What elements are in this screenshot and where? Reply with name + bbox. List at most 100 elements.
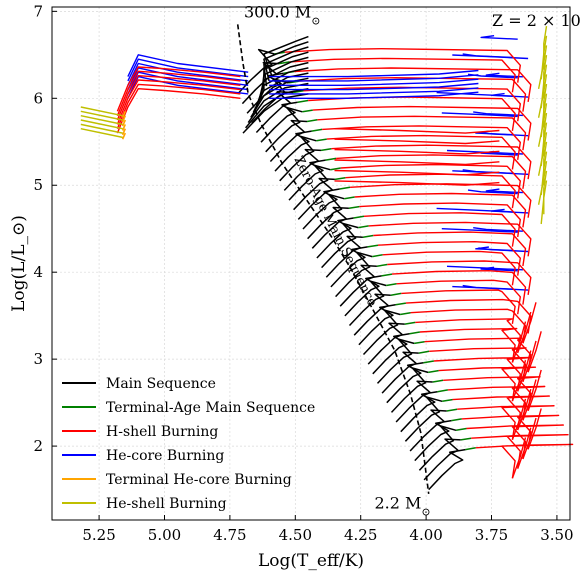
x-tick-label: 4.25	[344, 526, 377, 544]
main-sequence-track	[279, 135, 317, 182]
evolution-tracks	[80, 25, 574, 491]
h-shell-track	[334, 138, 500, 145]
tams-segment	[353, 215, 365, 219]
he-core-track	[441, 112, 518, 118]
main-sequence-track	[395, 380, 433, 423]
he-core-track	[127, 58, 249, 82]
h-shell-track	[511, 398, 527, 440]
y-tick-label: 4	[33, 263, 43, 281]
legend: Main Sequence Terminal-Age Main Sequence H…	[62, 376, 315, 512]
h-shell-track	[511, 437, 527, 479]
main-sequence-track	[297, 177, 335, 220]
tams-segment	[423, 360, 435, 364]
h-shell-track	[517, 350, 532, 392]
x-tick-label: 5.00	[148, 526, 181, 544]
h-shell-track	[363, 212, 516, 247]
h-shell-track	[527, 408, 542, 450]
main-sequence-track	[263, 35, 309, 76]
he-shell-track	[543, 141, 548, 186]
main-sequence-track	[428, 448, 466, 491]
x-tick-label: 4.50	[279, 526, 312, 544]
legend-label: Terminal He-core Burning	[106, 472, 292, 488]
h-shell-track	[116, 87, 241, 134]
he-shell-track	[80, 127, 123, 139]
h-shell-track	[517, 427, 532, 469]
he-core-track	[436, 91, 513, 97]
main-sequence-track	[263, 51, 309, 92]
he-core-track	[436, 207, 513, 213]
he-core-track	[269, 91, 479, 100]
h-shell-track	[334, 169, 500, 176]
main-sequence-track	[376, 338, 415, 384]
main-sequence-track	[274, 130, 312, 172]
tams-segment	[390, 292, 402, 296]
main-sequence-track	[255, 90, 294, 134]
terminal-he-core-segment	[121, 124, 127, 131]
h-shell-track	[387, 260, 532, 296]
h-shell-track	[294, 67, 532, 103]
tams-segment	[348, 205, 360, 210]
h-shell-track	[461, 414, 560, 450]
terminal-he-core-segment	[121, 128, 127, 136]
he-core-track	[467, 189, 518, 195]
tams-segment	[297, 99, 309, 103]
tams-segment	[316, 138, 327, 142]
tams-segment	[278, 61, 290, 65]
x-axis-title: Log(T_eff/K)	[258, 551, 364, 571]
main-sequence-track	[335, 251, 373, 298]
h-shell-track	[359, 202, 521, 238]
he-shell-track	[543, 54, 548, 99]
he-core-track	[485, 72, 523, 78]
main-sequence-track	[311, 206, 349, 249]
tams-segment	[339, 186, 351, 190]
tams-segment	[455, 427, 467, 432]
h-shell-track	[433, 356, 532, 392]
tams-segment	[395, 302, 407, 306]
x-tick-label: 3.50	[540, 526, 573, 544]
h-shell-track	[326, 134, 516, 170]
y-tick-label: 3	[33, 350, 43, 368]
legend-label: Terminal-Age Main Sequence	[106, 400, 315, 416]
he-shell-track	[543, 112, 548, 157]
h-shell-track	[116, 79, 241, 125]
h-shell-track	[447, 385, 546, 421]
tams-segment	[302, 109, 313, 113]
tams-segment	[372, 254, 383, 258]
y-tick-label: 7	[33, 2, 43, 20]
main-sequence-track	[321, 222, 359, 269]
main-sequence-track	[307, 193, 345, 240]
main-sequence-track	[372, 333, 410, 375]
he-core-track	[475, 246, 513, 252]
terminal-he-core-segment	[121, 132, 127, 140]
h-shell-track	[334, 180, 500, 186]
h-shell-track	[466, 424, 564, 460]
main-sequence-track	[283, 148, 322, 191]
he-shell-track	[543, 83, 548, 128]
main-sequence-track	[390, 367, 429, 413]
h-shell-track	[350, 183, 532, 218]
main-sequence-track	[358, 304, 396, 346]
x-tick-label: 5.25	[82, 526, 115, 544]
tams-segment	[292, 90, 304, 94]
h-shell-track	[522, 379, 537, 421]
h-shell-track	[312, 105, 532, 141]
h-shell-track	[298, 76, 527, 112]
x-tick-label: 4.00	[409, 526, 442, 544]
y-tick-label: 2	[33, 437, 43, 455]
tams-segment	[413, 340, 425, 345]
main-sequence-track	[330, 246, 368, 288]
main-sequence-track	[242, 93, 309, 134]
annotation-text: 300.0 M	[244, 2, 311, 21]
main-sequence-track	[418, 425, 457, 471]
tams-segment	[358, 225, 369, 229]
main-sequence-track	[348, 280, 387, 327]
h-shell-track	[410, 308, 527, 344]
he-core-track	[485, 188, 523, 194]
he-core-track	[269, 74, 479, 82]
h-shell-track	[303, 86, 521, 122]
tams-segment	[451, 418, 462, 422]
tams-segment	[311, 128, 323, 132]
main-sequence-track	[400, 390, 438, 433]
annotation-1: 2.2 M⊙	[374, 494, 430, 519]
h-shell-track	[522, 340, 537, 383]
